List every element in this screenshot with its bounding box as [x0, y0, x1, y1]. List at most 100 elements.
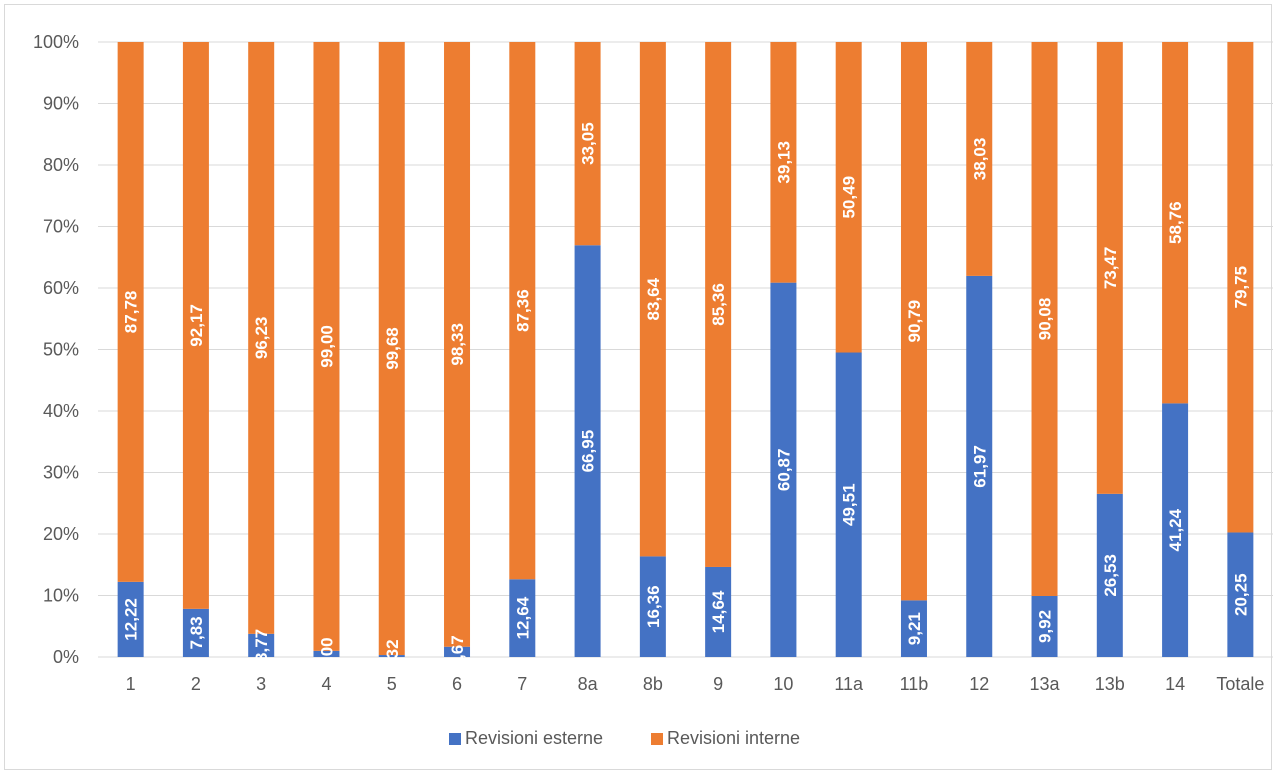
bar-revisioni-esterne-8a — [574, 245, 601, 657]
bar-revisioni-interne-3 — [248, 42, 275, 634]
bar-revisioni-interne-9 — [705, 42, 732, 567]
y-tick-label: 50% — [43, 340, 79, 360]
bar-revisioni-esterne-14 — [1162, 403, 1189, 657]
bar-data-label: 41,24 — [1166, 508, 1185, 551]
bar-data-label: 49,51 — [840, 483, 859, 526]
bar-revisioni-interne-7 — [509, 42, 536, 580]
bar-revisioni-esterne-Totale — [1227, 532, 1254, 657]
y-tick-label: 60% — [43, 278, 79, 298]
bar-data-label: 96,23 — [252, 317, 271, 360]
bar-data-label: 38,03 — [970, 138, 989, 181]
bar-revisioni-interne-14 — [1162, 42, 1189, 404]
bar-revisioni-esterne-10 — [770, 282, 797, 657]
bar-revisioni-esterne-13b — [1096, 493, 1123, 657]
bar-revisioni-interne-12 — [966, 42, 993, 276]
bar-data-label: 90,08 — [1036, 298, 1055, 341]
y-tick-label: 30% — [43, 463, 79, 483]
bar-revisioni-interne-5 — [378, 42, 405, 656]
bar-data-label: 0,32 — [383, 639, 402, 672]
x-tick-label: 8a — [578, 674, 599, 694]
bar-data-label: 73,47 — [1101, 247, 1120, 290]
x-tick-label: 13a — [1030, 674, 1061, 694]
bar-revisioni-interne-2 — [182, 42, 209, 609]
bar-revisioni-esterne-9 — [705, 566, 732, 657]
bar-revisioni-interne-8a — [574, 42, 601, 246]
bar-data-label: 58,76 — [1166, 201, 1185, 244]
y-tick-label: 90% — [43, 94, 79, 114]
bar-data-label: 1,67 — [448, 635, 467, 668]
x-tick-label: 13b — [1095, 674, 1125, 694]
chart-frame — [4, 4, 1272, 770]
x-tick-label: 7 — [517, 674, 527, 694]
bar-revisioni-interne-13b — [1096, 42, 1123, 494]
bar-revisioni-esterne-4 — [313, 650, 340, 657]
y-tick-label: 100% — [33, 32, 79, 52]
bar-revisioni-interne-8b — [639, 42, 666, 557]
x-tick-label: 2 — [191, 674, 201, 694]
bar-revisioni-esterne-7 — [509, 579, 536, 657]
x-axis-tick-labels: 1 2 3 4 5 6 7 8a 8b 9 10 11a 11b 12 13a 13b 14 Totale — [126, 674, 1265, 694]
bar-revisioni-interne-10 — [770, 42, 797, 283]
x-tick-label: Totale — [1216, 674, 1264, 694]
bar-data-label: 87,78 — [122, 291, 141, 334]
x-tick-label: 3 — [256, 674, 266, 694]
bar-revisioni-esterne-5 — [378, 655, 405, 657]
bar-data-label: 61,97 — [970, 445, 989, 488]
bar-revisioni-esterne-1 — [117, 581, 144, 657]
legend-entry: Revisioni interne — [667, 728, 800, 748]
bar-data-label: 99,00 — [317, 325, 336, 368]
y-tick-label: 10% — [43, 586, 79, 606]
bar-data-label: 60,87 — [774, 449, 793, 492]
bar-data-label: 12,22 — [122, 598, 141, 641]
bar-data-label: 9,92 — [1036, 610, 1055, 643]
y-tick-label: 20% — [43, 524, 79, 544]
bar-revisioni-interne-11a — [835, 42, 862, 353]
bar-data-label: 33,05 — [579, 122, 598, 165]
bar-data-label: 50,49 — [840, 176, 859, 219]
y-tick-label: 0% — [53, 647, 79, 667]
bar-data-label: 92,17 — [187, 304, 206, 347]
bar-data-label: 20,25 — [1231, 573, 1250, 616]
bar-revisioni-esterne-2 — [182, 608, 209, 657]
bar-data-label: 7,83 — [187, 616, 206, 649]
bar-revisioni-interne-6 — [444, 42, 471, 647]
bar-revisioni-esterne-8b — [639, 556, 666, 657]
legend-swatch — [651, 733, 663, 745]
bar-data-label: 99,68 — [383, 327, 402, 370]
x-tick-label: 11a — [834, 674, 864, 694]
bar-data-label: 79,75 — [1231, 266, 1250, 309]
bar-data-label: 3,77 — [252, 629, 271, 662]
x-tick-label: 11b — [900, 674, 929, 694]
bar-revisioni-esterne-12 — [966, 275, 993, 657]
legend: Revisioni esterne Revisioni interne — [449, 728, 800, 748]
bar-data-label: 14,64 — [709, 590, 728, 633]
bar-revisioni-interne-Totale — [1227, 42, 1254, 533]
bar-data-label: 26,53 — [1101, 554, 1120, 597]
y-tick-label: 80% — [43, 155, 79, 175]
x-tick-label: 5 — [387, 674, 397, 694]
x-tick-label: 1 — [126, 674, 136, 694]
bar-data-label: 9,21 — [905, 612, 924, 645]
bar-revisioni-esterne-6 — [444, 646, 471, 657]
bar-data-label: 16,36 — [644, 585, 663, 628]
bar-revisioni-interne-11b — [900, 42, 927, 601]
bar-revisioni-esterne-13a — [1031, 595, 1058, 657]
bar-data-label: 39,13 — [774, 141, 793, 184]
x-tick-label: 8b — [643, 674, 663, 694]
bar-data-label: 12,64 — [513, 596, 532, 639]
bar-data-label: 66,95 — [579, 430, 598, 473]
bar-revisioni-esterne-3 — [248, 633, 275, 657]
bar-revisioni-interne-13a — [1031, 42, 1058, 596]
bar-data-label: 87,36 — [513, 289, 532, 332]
bar-data-label: 1,00 — [317, 637, 336, 670]
legend-swatch — [449, 733, 461, 745]
x-tick-label: 6 — [452, 674, 462, 694]
y-axis-tick-labels: 0% 10% 20% 30% 40% 50% 60% 70% 80% 90% 100% — [33, 32, 79, 667]
x-tick-label: 10 — [773, 674, 793, 694]
bar-revisioni-esterne-11b — [900, 600, 927, 657]
bar-data-label: 83,64 — [644, 277, 663, 320]
x-tick-label: 4 — [321, 674, 331, 694]
y-tick-label: 70% — [43, 217, 79, 237]
legend-entry: Revisioni esterne — [465, 728, 603, 748]
